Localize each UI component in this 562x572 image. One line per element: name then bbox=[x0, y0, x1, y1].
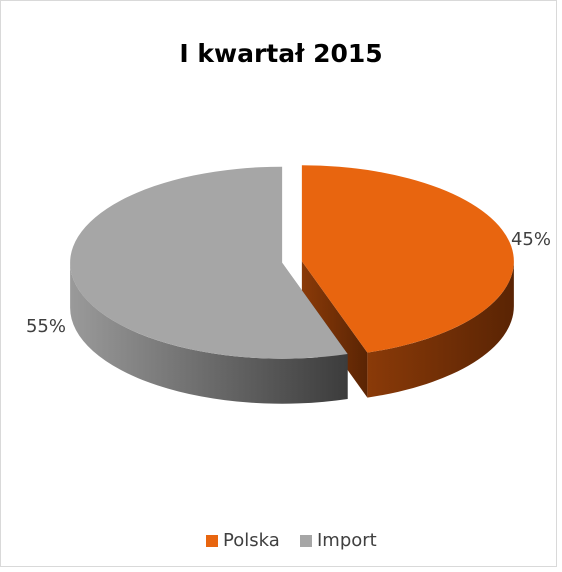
slice-wall bbox=[367, 261, 514, 398]
data-label: 55% bbox=[26, 316, 66, 337]
legend-swatch bbox=[206, 535, 218, 547]
legend-label: Polska bbox=[223, 530, 280, 551]
legend-swatch bbox=[300, 535, 312, 547]
data-label: 45% bbox=[511, 229, 551, 250]
slice bbox=[301, 165, 514, 353]
slice-wall bbox=[70, 262, 348, 404]
slice bbox=[70, 166, 348, 359]
slice-side bbox=[301, 261, 368, 398]
legend-label: Import bbox=[317, 530, 377, 551]
chart-title: I kwartał 2015 bbox=[179, 39, 382, 68]
